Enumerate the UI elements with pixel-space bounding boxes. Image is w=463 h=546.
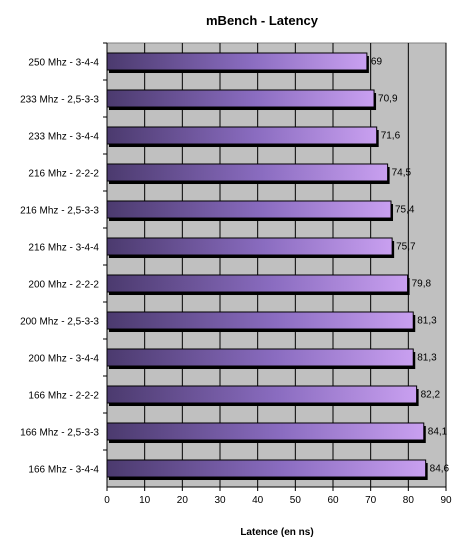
- axes: 0 10 20 30 40 50 60 70 80 90 250 Mhz - 3-4-4 233 Mh…: [20, 42, 452, 506]
- bar: [106, 385, 418, 404]
- data-label: 82,2: [421, 390, 441, 401]
- category-label: 200 Mhz - 2-2-2: [28, 280, 99, 291]
- x-axis-title: Latence (en ns): [240, 527, 313, 538]
- data-label: 79,8: [412, 279, 432, 290]
- data-label: 75,7: [396, 242, 416, 253]
- data-label: 70,9: [378, 94, 398, 105]
- data-label: 74,5: [392, 168, 412, 179]
- x-tick-label: 0: [104, 495, 110, 506]
- x-tick-label: 50: [290, 495, 302, 506]
- bar: [106, 311, 414, 330]
- data-label: 84,6: [430, 464, 450, 475]
- x-tick-label: 90: [440, 495, 452, 506]
- category-label: 166 Mhz - 2,5-3-3: [20, 428, 99, 439]
- bar: [106, 348, 414, 367]
- bars: 69 70,9 71,6 74,5 75,4 75,7 79,8 81,3 81,3 82,2 84…: [106, 52, 450, 481]
- category-label: 250 Mhz - 3-4-4: [28, 58, 99, 69]
- x-tick-label: 20: [177, 495, 189, 506]
- bar: [106, 52, 368, 71]
- x-tick-label: 10: [139, 495, 151, 506]
- category-label: 216 Mhz - 2,5-3-3: [20, 206, 99, 217]
- data-label: 69: [371, 57, 383, 68]
- bar: [106, 237, 393, 256]
- data-label: 75,4: [395, 205, 415, 216]
- data-label: 81,3: [417, 316, 437, 327]
- category-label: 216 Mhz - 2-2-2: [28, 169, 99, 180]
- category-label: 200 Mhz - 3-4-4: [28, 354, 99, 365]
- plot-area: [106, 42, 447, 488]
- category-label: 233 Mhz - 3-4-4: [28, 132, 99, 143]
- bar: [106, 422, 425, 441]
- data-label: 81,3: [417, 353, 437, 364]
- category-label: 166 Mhz - 3-4-4: [28, 465, 99, 476]
- category-label: 200 Mhz - 2,5-3-3: [20, 317, 99, 328]
- x-tick-label: 80: [403, 495, 415, 506]
- bar: [106, 274, 409, 293]
- x-tick-label: 70: [365, 495, 377, 506]
- chart-title: mBench - Latency: [206, 13, 319, 28]
- data-label: 71,6: [381, 131, 401, 142]
- bar: [106, 459, 427, 478]
- bar: [106, 89, 375, 108]
- bar: [106, 200, 392, 219]
- category-label: 233 Mhz - 2,5-3-3: [20, 95, 99, 106]
- x-tick-label: 30: [214, 495, 226, 506]
- bar: [106, 163, 389, 182]
- category-label: 166 Mhz - 2-2-2: [28, 391, 99, 402]
- bar: [106, 126, 378, 145]
- data-label: 84,1: [428, 427, 448, 438]
- category-label: 216 Mhz - 3-4-4: [28, 243, 99, 254]
- x-tick-label: 60: [327, 495, 339, 506]
- x-tick-label: 40: [252, 495, 264, 506]
- gridlines: [144, 43, 447, 487]
